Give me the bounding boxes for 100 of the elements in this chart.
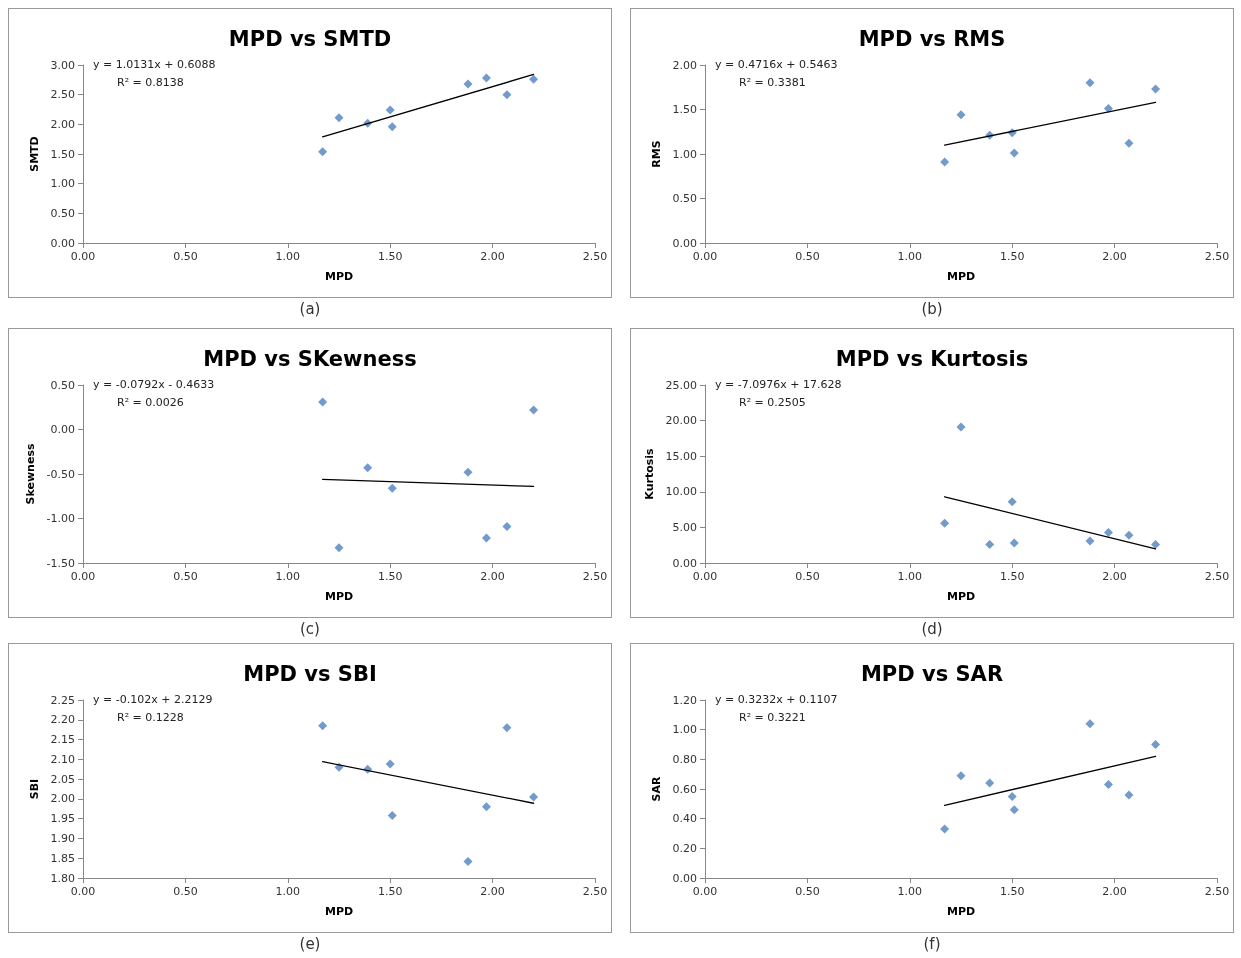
x-axis-title: MPD [324,590,354,603]
point [318,721,328,731]
point [1103,104,1113,114]
annotation: y = -0.102x + 2.2129 [93,693,213,706]
point [502,522,512,532]
point [1085,78,1095,88]
annotation: y = 0.3232x + 0.1107 [715,693,838,706]
x-axis-title: MPD [946,590,976,603]
point [318,397,328,407]
point [1151,84,1161,94]
y-tick-label: 5.00 [672,520,697,534]
x-tick-label: 1.00 [897,570,923,583]
point [940,157,950,167]
point [985,778,995,788]
y-tick-label: 2.00 [672,58,697,72]
point [1085,536,1095,546]
y-tick-label: 1.85 [50,851,75,865]
point [940,518,950,528]
text: (e) [298,935,322,953]
y-tick-label: 1.00 [672,147,697,161]
point [1009,805,1019,815]
x-tick-label: 2.50 [1204,885,1230,898]
x-tick-label: 0.50 [795,250,820,263]
y-tick-label: 1.50 [672,103,697,116]
point [387,811,397,820]
point [385,759,395,769]
text: (b) [920,300,944,318]
point [1009,538,1019,548]
point [956,110,966,120]
point [1085,719,1095,729]
point [985,539,995,549]
annotation: y = -7.0976x + 17.628 [715,378,842,391]
x-tick-label: 0.00 [692,885,718,898]
point [481,533,491,543]
y-tick-label: -1.50 [46,556,75,570]
y-tick-label: 25.00 [665,378,697,392]
y-tick-label: 0.00 [50,423,75,436]
y-tick-label: 0.20 [672,841,697,855]
x-tick-label: 0.00 [70,885,96,898]
y-tick-label: 0.50 [50,378,75,392]
y-tick-label: 2.00 [50,117,75,131]
chart-title: MPD vs RMS [858,26,1006,51]
point [529,74,539,84]
chart-title: MPD vs SMTD [228,26,392,51]
point [502,723,512,733]
x-axis-title: MPD [946,270,976,283]
point [1009,148,1019,158]
point [318,147,328,157]
annotation: R² = 0.2505 [739,396,806,409]
point [502,90,512,100]
point [529,792,539,802]
x-tick-label: 1.50 [999,250,1025,263]
x-tick-label: 2.00 [1102,570,1127,583]
x-tick-label: 2.00 [480,250,505,263]
y-tick-label: 1.80 [50,871,75,885]
y-tick-label: 1.20 [672,693,697,707]
text: (d) [920,620,944,638]
y-tick-label: 2.25 [50,693,75,707]
text: (c) [299,620,321,638]
point [387,483,397,493]
x-tick-label: 2.00 [1102,250,1127,263]
y-tick-label: 2.00 [50,792,75,806]
y-tick-label: 15.00 [665,449,697,463]
point [463,79,473,89]
y-tick-label: 2.05 [50,772,75,786]
point [481,73,491,83]
x-tick-label: 0.50 [173,570,198,583]
annotation: R² = 0.8138 [117,76,184,89]
x-axis-title: MPD [946,905,976,918]
point [481,802,491,812]
x-tick-label: 1.00 [897,250,923,263]
y-tick-label: 1.95 [50,812,75,826]
x-tick-label: 1.00 [897,885,923,898]
point [463,467,473,477]
point [387,122,397,132]
annotation: R² = 0.3221 [739,711,806,724]
y-tick-label: 2.15 [50,733,75,747]
y-tick-label: 1.00 [50,177,75,191]
y-tick-label: -0.50 [46,467,75,481]
text: (f) [922,935,942,953]
y-tick-label: 2.20 [50,713,75,727]
x-tick-label: 2.50 [1204,250,1230,263]
x-tick-label: 0.50 [173,250,198,263]
point [1103,527,1113,537]
x-tick-label: 2.00 [480,570,505,583]
annotation: y = 1.0131x + 0.6088 [93,58,216,71]
point [1103,780,1113,790]
x-tick-label: 0.50 [173,885,198,898]
point [463,856,473,866]
y-axis-title: SBI [27,778,41,800]
y-tick-label: 0.00 [672,871,697,885]
annotation: R² = 0.3381 [739,76,806,89]
x-tick-label: 1.00 [275,885,301,898]
y-tick-label: 0.50 [50,206,75,220]
point [1007,497,1017,507]
x-tick-label: 0.50 [795,885,820,898]
y-tick-label: 0.40 [672,812,697,826]
chart-title: MPD vs SKewness [203,346,417,371]
y-axis-title: SMTD [27,136,41,172]
y-tick-label: 10.00 [665,485,697,499]
